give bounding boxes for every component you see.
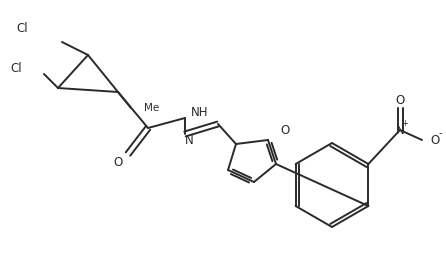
Text: +: +: [401, 119, 409, 129]
Text: Me: Me: [144, 103, 159, 113]
Text: N: N: [396, 124, 405, 137]
Text: Cl: Cl: [17, 22, 28, 35]
Text: O: O: [113, 155, 123, 168]
Text: O: O: [395, 94, 405, 106]
Text: O: O: [280, 124, 289, 137]
Text: -: -: [438, 128, 442, 138]
Text: N: N: [185, 134, 194, 147]
Text: Cl: Cl: [10, 61, 22, 75]
Text: NH: NH: [191, 106, 208, 119]
Text: O: O: [430, 134, 439, 147]
